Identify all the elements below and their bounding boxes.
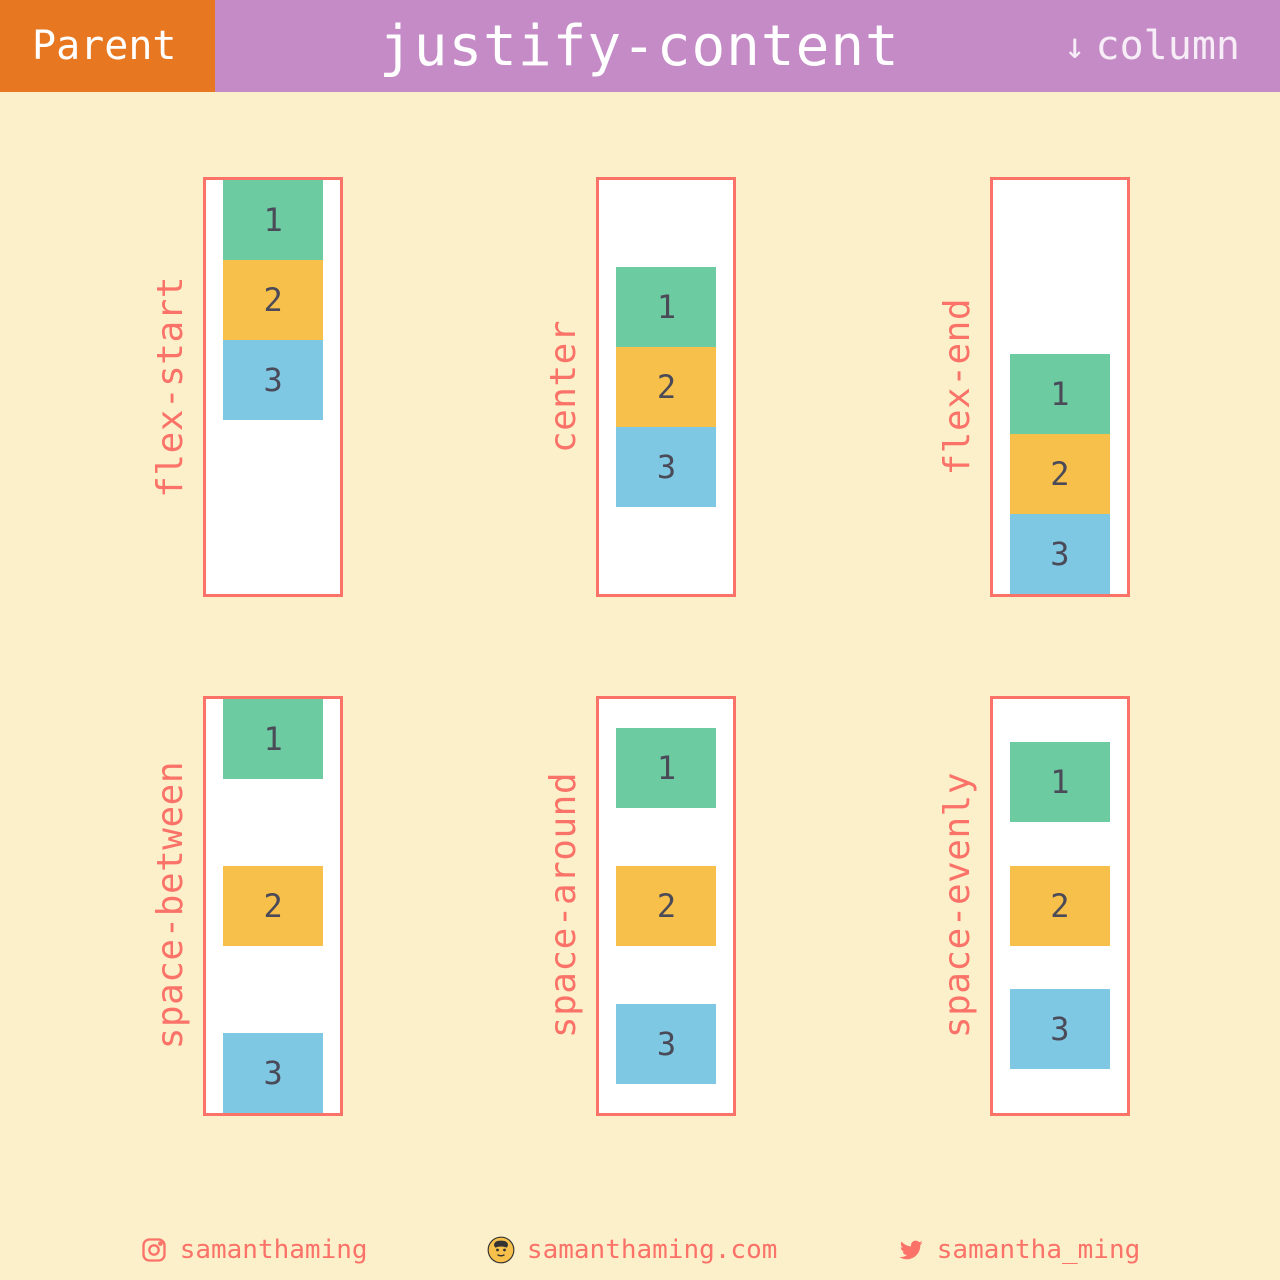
flex-item: 1 <box>1010 354 1110 434</box>
example-flex-start: flex-start 123 <box>50 152 443 621</box>
examples-grid: flex-start123center123flex-end123space-b… <box>0 92 1280 1220</box>
avatar-icon <box>487 1236 515 1264</box>
footer-instagram-text: samanthaming <box>180 1235 368 1265</box>
flex-item: 2 <box>223 260 323 340</box>
direction-text: column <box>1096 23 1241 69</box>
example-center: center 123 <box>443 152 836 621</box>
flex-container: 123 <box>596 177 736 597</box>
flex-item: 1 <box>223 180 323 260</box>
footer-instagram: samanthaming <box>140 1235 368 1265</box>
example-flex-end: flex-end 123 <box>837 152 1230 621</box>
flex-item: 2 <box>1010 866 1110 946</box>
twitter-icon <box>897 1236 925 1264</box>
header: Parent justify-content ↓ column <box>0 0 1280 92</box>
flex-item: 2 <box>1010 434 1110 514</box>
example-label: flex-end <box>937 298 978 475</box>
flex-container: 1 2 3 <box>596 696 736 1116</box>
instagram-icon <box>140 1236 168 1264</box>
example-label: center <box>543 320 584 453</box>
flex-container: 1 2 3 <box>203 696 343 1116</box>
footer-twitter-text: samantha_ming <box>937 1235 1141 1265</box>
flex-item: 3 <box>1010 989 1110 1069</box>
header-parent-tag: Parent <box>0 0 215 92</box>
footer-twitter: samantha_ming <box>897 1235 1141 1265</box>
example-label: space-between <box>150 761 191 1049</box>
flex-item: 2 <box>616 866 716 946</box>
header-direction: ↓ column <box>1064 0 1280 92</box>
footer-website: samanthaming.com <box>487 1235 777 1265</box>
flex-container: 123 <box>203 177 343 597</box>
flex-item: 1 <box>616 728 716 808</box>
example-label: space-evenly <box>937 772 978 1038</box>
down-arrow-icon: ↓ <box>1064 26 1086 67</box>
flex-container: 1 2 3 <box>990 696 1130 1116</box>
example-space-evenly: space-evenly 1 2 3 <box>837 671 1230 1140</box>
example-space-around: space-around 1 2 3 <box>443 671 836 1140</box>
example-label: space-around <box>543 772 584 1038</box>
header-title: justify-content <box>215 0 1064 92</box>
flex-item: 3 <box>223 340 323 420</box>
example-label: flex-start <box>150 276 191 498</box>
flex-item: 3 <box>223 1033 323 1113</box>
flex-item: 1 <box>223 699 323 779</box>
flex-item: 2 <box>223 866 323 946</box>
flex-item: 1 <box>616 267 716 347</box>
footer: samanthaming samanthaming.com samantha_m… <box>0 1220 1280 1280</box>
flex-item: 3 <box>616 1004 716 1084</box>
example-space-between: space-between 1 2 3 <box>50 671 443 1140</box>
flex-item: 3 <box>616 427 716 507</box>
flex-item: 3 <box>1010 514 1110 594</box>
flex-item: 1 <box>1010 742 1110 822</box>
flex-item: 2 <box>616 347 716 427</box>
footer-website-text: samanthaming.com <box>527 1235 777 1265</box>
flex-container: 123 <box>990 177 1130 597</box>
